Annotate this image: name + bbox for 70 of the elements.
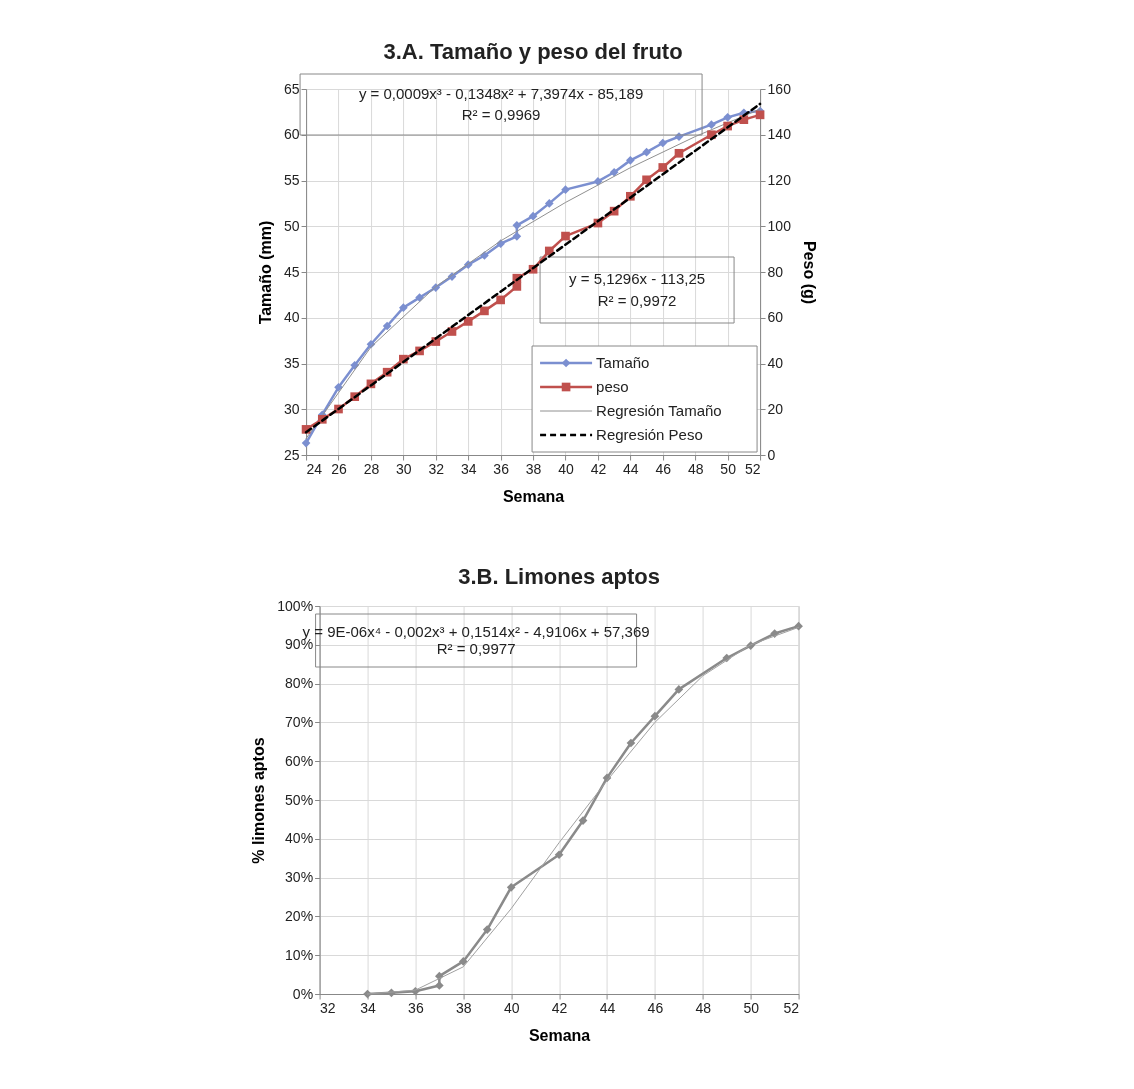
- y-tick-label: 40%: [285, 830, 314, 847]
- x-tick-label: 52: [744, 460, 761, 477]
- y-tick-label: 0%: [292, 985, 314, 1002]
- x-tick-label: 38: [525, 460, 542, 477]
- x-tick-label: 26: [331, 460, 347, 477]
- x-tick-label: 34: [360, 999, 376, 1016]
- x-tick-label: 50: [720, 460, 737, 477]
- chart-title: 3.B. Limones aptos: [458, 564, 660, 589]
- y-tick-label: 100%: [277, 597, 314, 614]
- x-tick-label: 38: [456, 999, 472, 1016]
- y-tick-label: 50: [283, 217, 300, 234]
- y-tick-label: 80%: [285, 675, 314, 692]
- x-tick-label: 32: [320, 999, 336, 1016]
- x-tick-label: 44: [599, 999, 616, 1016]
- y-tick-label: 25: [283, 446, 300, 463]
- x-tick-label: 36: [493, 460, 510, 477]
- y-tick-label: 30: [283, 400, 300, 417]
- y-tick-label: 65: [283, 80, 300, 97]
- y2-tick-label: 140: [767, 126, 792, 143]
- legend-label: Regresión Tamaño: [596, 402, 722, 419]
- y-tick-label: 60%: [285, 752, 314, 769]
- y-tick-label: 30%: [285, 869, 314, 886]
- x-tick-label: 48: [695, 999, 712, 1016]
- y-tick-label: 55: [283, 172, 300, 188]
- x-tick-label: 24: [306, 460, 323, 477]
- y2-tick-label: 100: [767, 217, 792, 234]
- chart-title: 3.A. Tamaño y peso del fruto: [383, 38, 683, 64]
- x-tick-label: 30: [396, 460, 412, 477]
- x-tick-label: 40: [558, 460, 574, 477]
- y-axis-title: % limones aptos: [250, 737, 268, 864]
- y2-tick-label: 40: [767, 355, 784, 371]
- x-tick-label: 42: [551, 999, 568, 1016]
- y2-tick-label: 160: [767, 80, 792, 97]
- x-tick-label: 36: [408, 999, 424, 1016]
- y-tick-label: 45: [283, 263, 300, 280]
- legend-label: Tamaño: [596, 354, 650, 371]
- y-tick-label: 40: [283, 309, 300, 326]
- x-tick-label: 42: [590, 460, 607, 477]
- annotation: R² = 0,9977: [436, 640, 516, 658]
- x-tick-label: 46: [655, 460, 672, 477]
- x-axis-title: Semana: [502, 487, 565, 505]
- y2-tick-label: 60: [767, 309, 784, 326]
- x-tick-label: 48: [687, 460, 704, 477]
- x-axis-title: Semana: [528, 1026, 591, 1044]
- y2-tick-label: 20: [767, 400, 784, 417]
- legend-label: Regresión Peso: [596, 426, 703, 443]
- x-tick-label: 44: [623, 460, 639, 477]
- y-tick-label: 50%: [285, 791, 314, 808]
- x-tick-label: 40: [503, 999, 520, 1016]
- y2-tick-label: 120: [767, 172, 792, 188]
- y-tick-label: 70%: [285, 713, 314, 730]
- y-tick-label: 20%: [285, 907, 314, 924]
- y-tick-label: 10%: [285, 946, 314, 963]
- y-axis-title: Tamaño (mm): [257, 220, 274, 325]
- annotation: R² = 0,9972: [597, 292, 677, 309]
- x-tick-label: 46: [647, 999, 664, 1016]
- annotation: R² = 0,9969: [461, 105, 541, 123]
- annotation: y = 0,0009x³ - 0,1348x² + 7,3974x - 85,189: [358, 85, 644, 103]
- y2-tick-label: 0: [767, 446, 776, 463]
- y2-axis-title: Peso (g): [800, 240, 818, 305]
- x-tick-label: 28: [363, 460, 380, 477]
- x-tick-label: 50: [743, 999, 760, 1016]
- annotation: y = 5,1296x - 113,25: [569, 270, 706, 287]
- x-tick-label: 52: [783, 999, 800, 1016]
- x-tick-label: 32: [428, 460, 445, 477]
- y2-tick-label: 80: [767, 263, 784, 280]
- y-tick-label: 35: [283, 355, 300, 371]
- x-tick-label: 34: [460, 460, 477, 477]
- y-tick-label: 60: [283, 126, 300, 143]
- legend-label: peso: [596, 378, 629, 395]
